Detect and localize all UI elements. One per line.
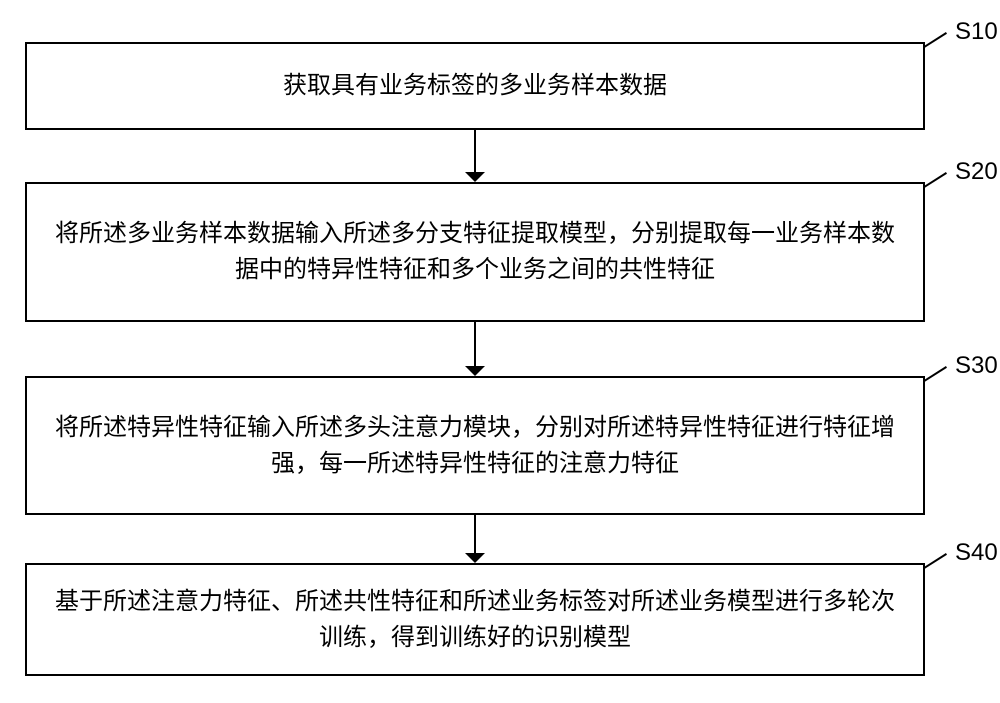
leader-line: [924, 553, 947, 569]
step-text: 获取具有业务标签的多业务样本数据: [283, 68, 667, 104]
step-box-S30: 将所述特异性特征输入所述多头注意力模块，分别对所述特异性特征进行特征增强，每一所…: [25, 376, 925, 515]
step-box-S10: 获取具有业务标签的多业务样本数据: [25, 42, 925, 130]
step-label-S20: S20: [955, 158, 998, 186]
leader-line: [924, 172, 947, 188]
step-text: 基于所述注意力特征、所述共性特征和所述业务标签对所述业务模型进行多轮次训练，得到…: [55, 584, 895, 656]
step-box-S40: 基于所述注意力特征、所述共性特征和所述业务标签对所述业务模型进行多轮次训练，得到…: [25, 563, 925, 676]
connector-line: [474, 515, 476, 553]
connector-line: [474, 322, 476, 366]
step-label-S40: S40: [955, 539, 998, 567]
flowchart-canvas: 获取具有业务标签的多业务样本数据 S10 将所述多业务样本数据输入所述多分支特征提取…: [0, 0, 1000, 703]
step-box-S20: 将所述多业务样本数据输入所述多分支特征提取模型，分别提取每一业务样本数据中的特异…: [25, 182, 925, 322]
leader-line: [924, 366, 947, 382]
step-label-S10: S10: [955, 18, 998, 46]
connector-line: [474, 130, 476, 172]
arrow-down-icon: [465, 553, 485, 563]
step-text: 将所述特异性特征输入所述多头注意力模块，分别对所述特异性特征进行特征增强，每一所…: [55, 410, 895, 482]
leader-line: [924, 32, 947, 48]
step-text: 将所述多业务样本数据输入所述多分支特征提取模型，分别提取每一业务样本数据中的特异…: [55, 216, 895, 288]
arrow-down-icon: [465, 172, 485, 182]
arrow-down-icon: [465, 366, 485, 376]
step-label-S30: S30: [955, 352, 998, 380]
